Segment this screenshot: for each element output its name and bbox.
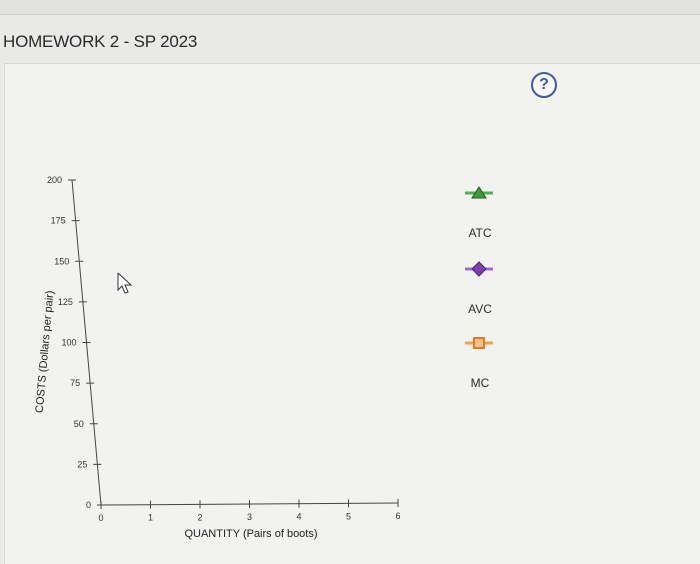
y-tick-label: 175 bbox=[51, 216, 66, 226]
triangle-icon bbox=[471, 186, 487, 199]
y-tick-label: 150 bbox=[54, 256, 69, 266]
legend: ATC AVC MC bbox=[465, 186, 493, 390]
legend-label: AVC bbox=[468, 302, 492, 316]
legend-label: MC bbox=[471, 376, 490, 390]
y-tick-label: 0 bbox=[86, 500, 91, 510]
y-tick-label: 100 bbox=[61, 338, 76, 348]
y-axis-title: COSTS (Dollars per pair) bbox=[34, 290, 57, 413]
diamond-icon bbox=[471, 261, 487, 277]
x-tick-label: 4 bbox=[296, 512, 301, 522]
legend-item-avc[interactable]: AVC bbox=[465, 261, 493, 316]
x-tick-label: 5 bbox=[346, 511, 351, 521]
help-button[interactable]: ? bbox=[531, 72, 557, 98]
y-tick-label: 125 bbox=[58, 297, 73, 307]
legend-label: ATC bbox=[468, 226, 491, 240]
x-tick-label: 3 bbox=[247, 512, 252, 522]
legend-item-mc[interactable]: MC bbox=[465, 337, 493, 390]
graph-panel bbox=[4, 63, 700, 564]
x-axis-title: QUANTITY (Pairs of boots) bbox=[184, 528, 317, 540]
y-tick-label: 50 bbox=[74, 419, 84, 429]
x-tick-label: 2 bbox=[197, 512, 202, 522]
x-tick-label: 0 bbox=[98, 513, 103, 523]
browser-top-bar bbox=[0, 0, 700, 15]
y-tick-label: 75 bbox=[70, 378, 80, 388]
page-title: HOMEWORK 2 - SP 2023 bbox=[3, 32, 198, 51]
legend-item-atc[interactable]: ATC bbox=[465, 186, 493, 240]
plot-area[interactable]: 0 1 2 3 4 5 6 0 25 50 75 100 125 150 175 200 QUANTITY (P… bbox=[34, 175, 401, 540]
x-tick-label: 1 bbox=[148, 513, 153, 523]
y-tick-label: 25 bbox=[77, 459, 87, 469]
mouse-cursor-icon bbox=[117, 272, 133, 294]
x-tick-label: 6 bbox=[395, 511, 400, 521]
square-icon bbox=[473, 337, 485, 349]
y-tick-label: 200 bbox=[47, 175, 62, 185]
